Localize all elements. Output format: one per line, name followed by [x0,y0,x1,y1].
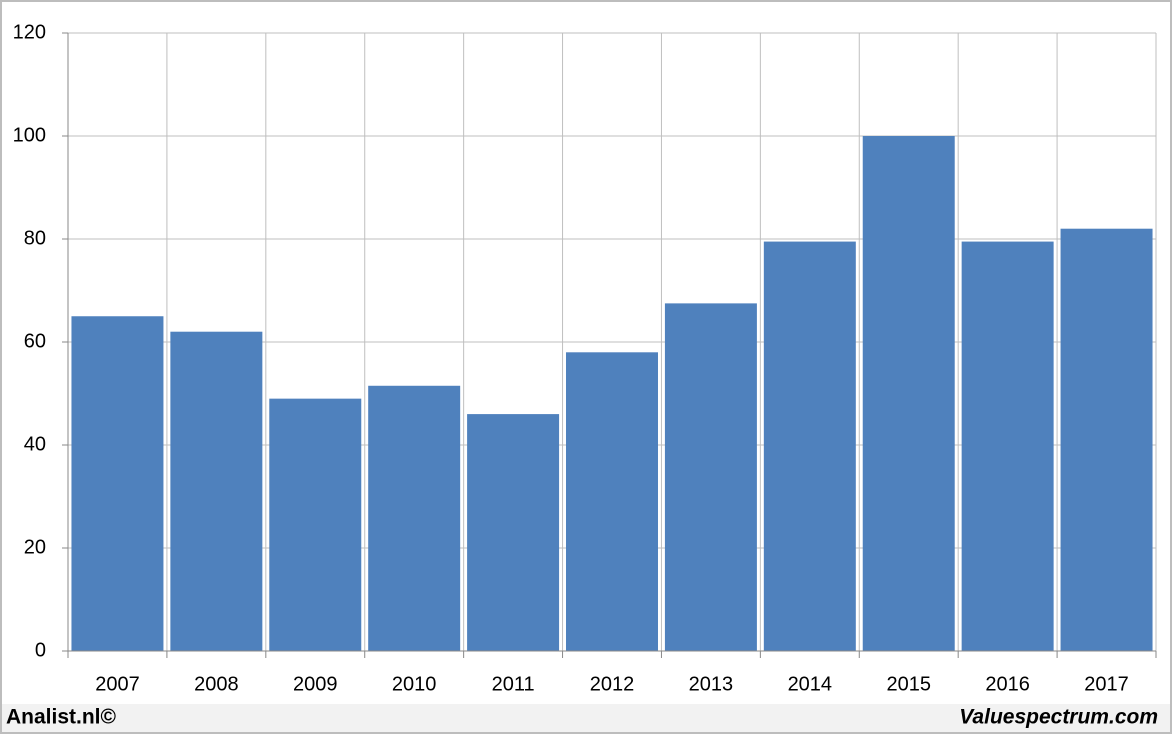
bar [170,331,263,651]
x-tick-label: 2008 [194,673,239,695]
y-tick-label: 100 [13,124,46,146]
y-tick-label: 80 [24,227,46,249]
bar [269,398,362,651]
y-tick-label: 20 [24,536,46,558]
y-tick-label: 0 [35,639,46,661]
x-tick-label: 2012 [590,673,635,695]
bar [71,316,164,651]
x-tick-label: 2016 [985,673,1030,695]
footer-right: Valuespectrum.com [959,706,1158,729]
x-tick-label: 2009 [293,673,338,695]
bar [368,385,461,651]
x-tick-label: 2007 [95,673,140,695]
x-tick-label: 2011 [492,673,535,695]
x-tick-label: 2013 [689,673,734,695]
x-tick-label: 2015 [886,673,931,695]
bar [566,352,658,651]
bar [467,414,560,651]
footer-left: Analist.nl© [6,706,117,729]
y-tick-label: 120 [13,21,46,43]
y-tick-label: 60 [24,330,46,352]
bar [961,241,1054,651]
bar [664,303,757,651]
y-tick-label: 40 [24,433,46,455]
x-tick-label: 2010 [392,673,437,695]
bar [1060,228,1153,651]
footer-band [2,704,1170,732]
bar [763,241,856,651]
x-tick-label: 2017 [1084,673,1129,695]
bar [862,136,955,651]
x-tick-label: 2014 [788,673,833,695]
